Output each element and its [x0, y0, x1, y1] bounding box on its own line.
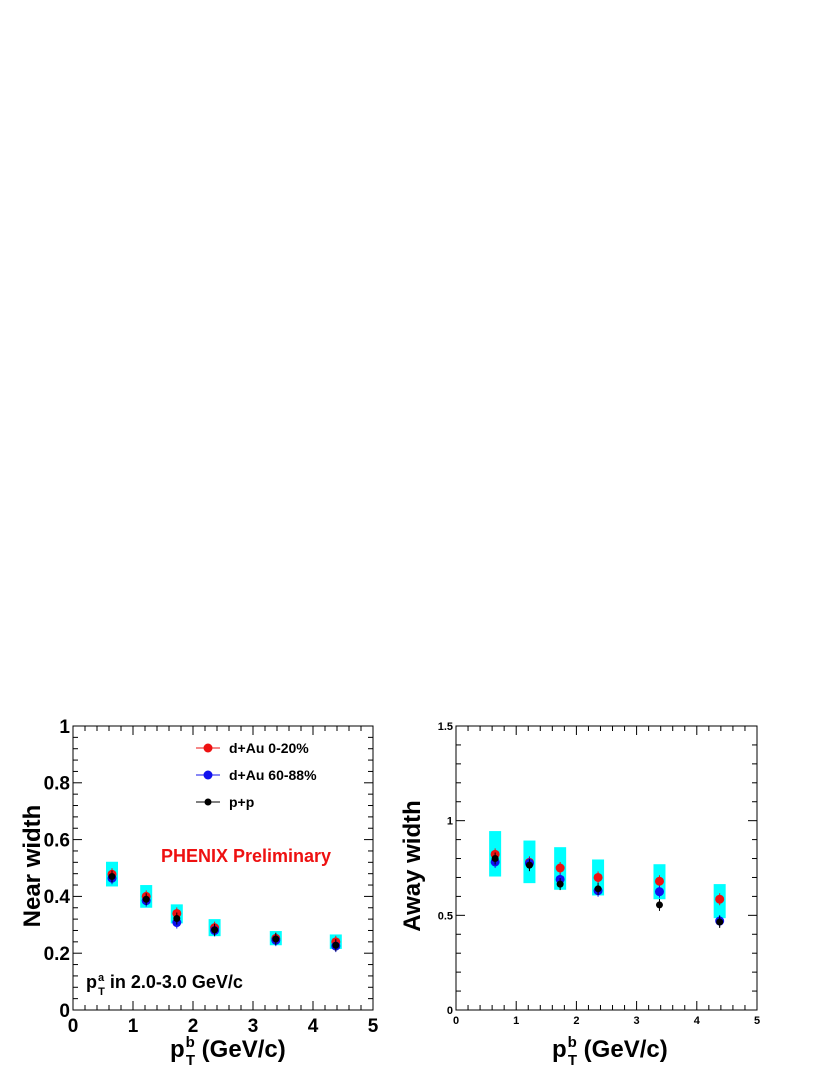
x-axis-label: pb T (GeV/c)	[552, 1034, 668, 1069]
phenix-preliminary-label: PHENIX Preliminary	[161, 846, 331, 866]
data-point-p-p	[173, 915, 181, 923]
data-point-p-p	[491, 855, 499, 863]
y-tick-label: 0.4	[44, 887, 71, 908]
data-point-d-au-0-20-	[654, 876, 664, 886]
x-tick-label: 2	[573, 1015, 579, 1027]
x-tick-label: 1	[128, 1016, 139, 1037]
x-tick-label: 0	[68, 1016, 79, 1037]
x-tick-label: 4	[694, 1015, 701, 1027]
plot-frame	[72, 725, 374, 1011]
legend-label: d+Au 60-88%	[229, 767, 317, 783]
x-tick-label: 5	[754, 1015, 760, 1027]
y-tick-label: 1	[447, 816, 453, 828]
data-point-d-au-0-20-	[715, 894, 725, 904]
data-point-d-au-0-20-	[593, 872, 603, 882]
x-axis-label: pb T (GeV/c)	[170, 1034, 286, 1069]
y-axis-label: Away width	[399, 800, 426, 932]
data-point-p-p	[716, 918, 724, 926]
data-point-p-p	[556, 880, 564, 888]
y-axis-label: Near width	[19, 805, 46, 928]
data-point-p-p	[272, 935, 280, 943]
data-point-p-p	[655, 901, 663, 909]
legend-marker	[203, 743, 213, 753]
y-tick-label: 0.2	[44, 944, 70, 965]
x-tick-label: 4	[308, 1016, 319, 1037]
data-point-p-p	[525, 861, 533, 869]
data-point-p-p	[211, 926, 219, 934]
y-tick-label: 1.5	[438, 721, 453, 733]
legend-marker	[204, 798, 212, 806]
x-tick-label: 1	[513, 1015, 519, 1027]
y-tick-label: 0	[447, 1005, 453, 1017]
data-point-p-p	[108, 873, 116, 881]
pt-range-label: pa T in 2.0-3.0 GeV/c	[86, 972, 243, 998]
data-point-p-p	[332, 941, 340, 949]
x-tick-label: 3	[248, 1016, 259, 1037]
x-tick-label: 2	[188, 1016, 199, 1037]
data-point-d-au-60-88-	[654, 887, 664, 897]
y-tick-label: 0.8	[44, 774, 70, 795]
y-tick-label: 0.6	[44, 830, 70, 851]
y-tick-label: 0	[59, 1001, 70, 1022]
x-tick-label: 3	[634, 1015, 640, 1027]
data-point-d-au-0-20-	[555, 863, 565, 873]
chart-panel-left: 0 1 2 3 4 5 0 0.2 0.4 0.6 0.8 1 pb T (GeV/c) Near widt…	[19, 717, 379, 1069]
x-tick-label: 5	[368, 1016, 379, 1037]
y-tick-label: 0.5	[438, 910, 453, 922]
legend-marker	[203, 770, 213, 780]
data-point-p-p	[594, 885, 602, 893]
chart-panel-right: 0 1 2 3 4 5 0 0.5 1 1.5 pb T (GeV/c) Away width	[399, 721, 760, 1069]
data-point-p-p	[142, 895, 150, 903]
y-tick-label: 1	[59, 717, 70, 738]
legend-label: p+p	[229, 794, 254, 810]
x-tick-label: 0	[453, 1015, 459, 1027]
plot-frame	[455, 725, 758, 1011]
legend-label: d+Au 0-20%	[229, 740, 309, 756]
